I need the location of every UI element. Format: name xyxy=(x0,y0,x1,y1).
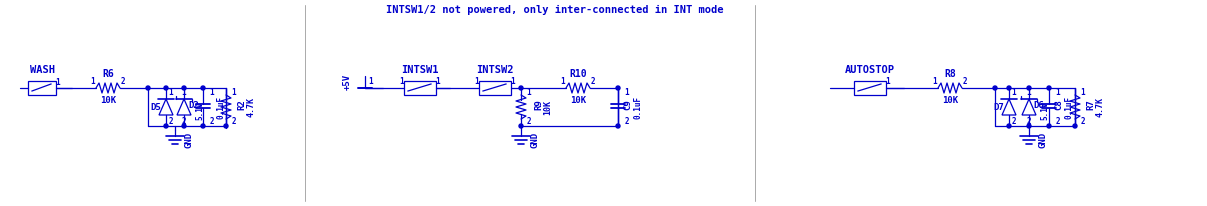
Text: 2: 2 xyxy=(210,117,215,125)
Text: 1: 1 xyxy=(625,88,629,96)
Text: 2: 2 xyxy=(121,76,126,85)
Text: 10K: 10K xyxy=(100,96,116,104)
Circle shape xyxy=(616,124,620,128)
Text: 2: 2 xyxy=(625,117,629,125)
Text: 1: 1 xyxy=(400,76,404,85)
Text: 1: 1 xyxy=(933,76,938,85)
Bar xyxy=(404,81,436,95)
Text: 1: 1 xyxy=(511,76,515,85)
Text: 10K: 10K xyxy=(941,96,958,104)
Bar xyxy=(479,81,511,95)
Text: 1: 1 xyxy=(56,77,60,87)
Text: 1: 1 xyxy=(526,88,531,96)
Circle shape xyxy=(519,124,523,128)
Text: GND: GND xyxy=(1038,132,1048,148)
Text: 2: 2 xyxy=(1056,117,1060,125)
Circle shape xyxy=(164,86,168,90)
Text: GND: GND xyxy=(531,132,540,148)
Text: D7: D7 xyxy=(993,103,1004,111)
Text: INTSW1/2 not powered, only inter-connected in INT mode: INTSW1/2 not powered, only inter-connect… xyxy=(386,5,724,15)
Text: 10K: 10K xyxy=(570,96,587,104)
Circle shape xyxy=(1046,86,1051,90)
Text: 0.1uF: 0.1uF xyxy=(634,95,642,119)
Text: 1: 1 xyxy=(182,88,186,96)
Text: 0.1uF: 0.1uF xyxy=(216,95,226,119)
Circle shape xyxy=(225,124,228,128)
Circle shape xyxy=(616,86,620,90)
Text: D6: D6 xyxy=(1033,101,1044,110)
Circle shape xyxy=(146,86,150,90)
Text: 1: 1 xyxy=(1056,88,1060,96)
Text: GND: GND xyxy=(185,132,193,148)
Text: C9: C9 xyxy=(624,100,632,110)
Text: 1: 1 xyxy=(561,76,565,85)
Text: 2: 2 xyxy=(526,117,531,125)
Circle shape xyxy=(164,124,168,128)
Text: INTSW2: INTSW2 xyxy=(477,65,514,75)
Text: 10K: 10K xyxy=(543,99,553,115)
Text: 1: 1 xyxy=(210,88,215,96)
Text: 5.1V: 5.1V xyxy=(1040,102,1050,120)
Text: 1: 1 xyxy=(1011,88,1016,96)
Text: 1: 1 xyxy=(1027,88,1031,96)
Text: 1: 1 xyxy=(474,76,479,85)
Text: 1: 1 xyxy=(1080,88,1085,96)
Text: 4.7K: 4.7K xyxy=(1096,97,1104,117)
Circle shape xyxy=(1073,124,1077,128)
Text: +5V: +5V xyxy=(343,74,351,90)
Bar xyxy=(855,81,886,95)
Text: 5.1V: 5.1V xyxy=(196,102,204,120)
Text: 1: 1 xyxy=(368,76,373,85)
Circle shape xyxy=(993,86,997,90)
Circle shape xyxy=(1027,86,1031,90)
Circle shape xyxy=(202,124,205,128)
Text: R2: R2 xyxy=(238,100,246,110)
Text: 1: 1 xyxy=(886,76,891,85)
Circle shape xyxy=(1046,124,1051,128)
Text: 1: 1 xyxy=(169,88,174,96)
Circle shape xyxy=(519,86,523,90)
Circle shape xyxy=(1007,124,1011,128)
Text: 2: 2 xyxy=(1080,117,1085,125)
Text: 2: 2 xyxy=(1027,117,1031,125)
Text: 2: 2 xyxy=(182,117,186,125)
Circle shape xyxy=(1027,124,1031,128)
Text: 2: 2 xyxy=(1011,117,1016,125)
Text: R8: R8 xyxy=(944,69,956,79)
Text: 1: 1 xyxy=(91,76,95,85)
Text: C8: C8 xyxy=(1055,100,1063,110)
Text: 2: 2 xyxy=(590,76,595,85)
Text: 0.1uF: 0.1uF xyxy=(1065,95,1073,119)
Circle shape xyxy=(1007,86,1011,90)
Text: 1: 1 xyxy=(232,88,237,96)
Circle shape xyxy=(182,124,186,128)
Circle shape xyxy=(202,86,205,90)
Circle shape xyxy=(182,86,186,90)
Text: R7: R7 xyxy=(1086,100,1096,110)
Text: D5: D5 xyxy=(151,103,162,111)
Text: AUTOSTOP: AUTOSTOP xyxy=(845,65,896,75)
Text: R6: R6 xyxy=(103,69,113,79)
Text: 2: 2 xyxy=(169,117,174,125)
Text: D2: D2 xyxy=(188,101,199,110)
Bar xyxy=(28,81,56,95)
Text: INTSW1: INTSW1 xyxy=(401,65,439,75)
Text: 2: 2 xyxy=(963,76,967,85)
Text: WASH: WASH xyxy=(29,65,54,75)
Text: 4.7K: 4.7K xyxy=(246,97,256,117)
Text: R10: R10 xyxy=(570,69,587,79)
Text: 2: 2 xyxy=(232,117,237,125)
Text: R9: R9 xyxy=(535,100,543,110)
Text: 1: 1 xyxy=(436,76,441,85)
